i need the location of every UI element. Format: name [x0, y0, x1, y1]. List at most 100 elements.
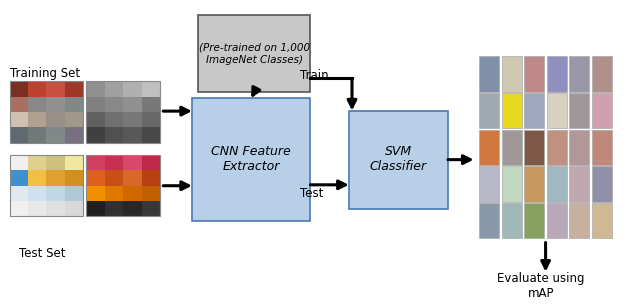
FancyBboxPatch shape	[105, 170, 123, 186]
FancyBboxPatch shape	[123, 155, 141, 170]
FancyBboxPatch shape	[570, 56, 589, 92]
FancyBboxPatch shape	[524, 93, 545, 128]
FancyBboxPatch shape	[10, 186, 28, 201]
FancyBboxPatch shape	[592, 130, 612, 165]
Text: Evaluate using
mAP: Evaluate using mAP	[497, 271, 584, 300]
FancyBboxPatch shape	[28, 170, 46, 186]
FancyBboxPatch shape	[198, 15, 310, 92]
FancyBboxPatch shape	[502, 56, 522, 92]
FancyBboxPatch shape	[86, 170, 105, 186]
FancyBboxPatch shape	[592, 203, 612, 238]
FancyBboxPatch shape	[86, 186, 105, 201]
FancyBboxPatch shape	[65, 155, 83, 170]
FancyBboxPatch shape	[10, 170, 28, 186]
FancyBboxPatch shape	[141, 81, 160, 97]
FancyBboxPatch shape	[105, 97, 123, 112]
FancyBboxPatch shape	[570, 166, 589, 202]
Text: (Pre-trained on 1,000
ImageNet Classes): (Pre-trained on 1,000 ImageNet Classes)	[199, 43, 310, 64]
FancyBboxPatch shape	[10, 155, 28, 170]
FancyBboxPatch shape	[141, 97, 160, 112]
FancyBboxPatch shape	[547, 56, 567, 92]
FancyBboxPatch shape	[524, 56, 545, 92]
FancyBboxPatch shape	[86, 201, 105, 216]
FancyBboxPatch shape	[28, 127, 46, 143]
FancyBboxPatch shape	[141, 127, 160, 143]
FancyBboxPatch shape	[65, 81, 83, 97]
FancyBboxPatch shape	[570, 130, 589, 165]
FancyBboxPatch shape	[105, 186, 123, 201]
Text: SVM
Classifier: SVM Classifier	[369, 145, 427, 173]
FancyBboxPatch shape	[47, 81, 65, 97]
FancyBboxPatch shape	[86, 155, 105, 170]
FancyBboxPatch shape	[502, 130, 522, 165]
FancyBboxPatch shape	[192, 98, 310, 221]
FancyBboxPatch shape	[47, 201, 65, 216]
FancyBboxPatch shape	[10, 201, 28, 216]
FancyBboxPatch shape	[86, 112, 105, 127]
FancyBboxPatch shape	[123, 97, 141, 112]
FancyBboxPatch shape	[547, 130, 567, 165]
FancyBboxPatch shape	[141, 170, 160, 186]
FancyBboxPatch shape	[47, 186, 65, 201]
FancyBboxPatch shape	[65, 112, 83, 127]
FancyBboxPatch shape	[105, 155, 123, 170]
FancyBboxPatch shape	[65, 170, 83, 186]
FancyBboxPatch shape	[524, 203, 545, 238]
FancyBboxPatch shape	[141, 155, 160, 170]
Text: CNN Feature
Extractor: CNN Feature Extractor	[211, 145, 291, 173]
FancyBboxPatch shape	[502, 166, 522, 202]
FancyBboxPatch shape	[28, 186, 46, 201]
FancyBboxPatch shape	[86, 81, 105, 97]
FancyBboxPatch shape	[65, 201, 83, 216]
Text: Test Set: Test Set	[19, 247, 66, 260]
FancyBboxPatch shape	[65, 127, 83, 143]
FancyBboxPatch shape	[479, 203, 499, 238]
FancyBboxPatch shape	[141, 186, 160, 201]
FancyBboxPatch shape	[28, 112, 46, 127]
FancyBboxPatch shape	[547, 203, 567, 238]
FancyBboxPatch shape	[123, 186, 141, 201]
FancyBboxPatch shape	[65, 186, 83, 201]
FancyBboxPatch shape	[86, 127, 105, 143]
FancyBboxPatch shape	[47, 155, 65, 170]
FancyBboxPatch shape	[479, 93, 499, 128]
FancyBboxPatch shape	[592, 56, 612, 92]
FancyBboxPatch shape	[86, 97, 105, 112]
FancyBboxPatch shape	[47, 170, 65, 186]
FancyBboxPatch shape	[28, 155, 46, 170]
FancyBboxPatch shape	[524, 166, 545, 202]
FancyBboxPatch shape	[10, 127, 28, 143]
Text: Test: Test	[300, 187, 323, 200]
FancyBboxPatch shape	[123, 170, 141, 186]
FancyBboxPatch shape	[47, 112, 65, 127]
Text: Train: Train	[300, 69, 328, 82]
FancyBboxPatch shape	[479, 166, 499, 202]
FancyBboxPatch shape	[123, 201, 141, 216]
FancyBboxPatch shape	[105, 201, 123, 216]
FancyBboxPatch shape	[65, 97, 83, 112]
FancyBboxPatch shape	[10, 97, 28, 112]
FancyBboxPatch shape	[592, 93, 612, 128]
FancyBboxPatch shape	[479, 56, 499, 92]
FancyBboxPatch shape	[105, 81, 123, 97]
FancyBboxPatch shape	[570, 93, 589, 128]
FancyBboxPatch shape	[105, 112, 123, 127]
FancyBboxPatch shape	[141, 112, 160, 127]
FancyBboxPatch shape	[524, 130, 545, 165]
FancyBboxPatch shape	[502, 203, 522, 238]
FancyBboxPatch shape	[123, 127, 141, 143]
FancyBboxPatch shape	[28, 97, 46, 112]
FancyBboxPatch shape	[349, 111, 448, 209]
FancyBboxPatch shape	[105, 127, 123, 143]
FancyBboxPatch shape	[28, 201, 46, 216]
FancyBboxPatch shape	[123, 112, 141, 127]
FancyBboxPatch shape	[28, 81, 46, 97]
FancyBboxPatch shape	[547, 93, 567, 128]
FancyBboxPatch shape	[10, 81, 28, 97]
FancyBboxPatch shape	[141, 201, 160, 216]
FancyBboxPatch shape	[10, 112, 28, 127]
FancyBboxPatch shape	[123, 81, 141, 97]
FancyBboxPatch shape	[47, 97, 65, 112]
FancyBboxPatch shape	[502, 93, 522, 128]
Text: Training Set: Training Set	[10, 67, 80, 80]
